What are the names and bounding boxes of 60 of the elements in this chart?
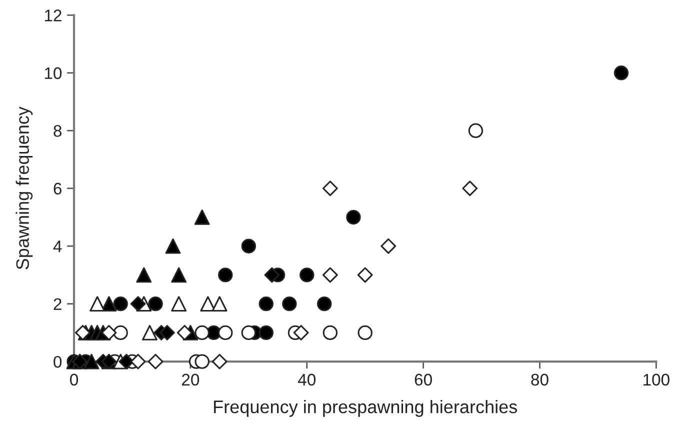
x-axis-title: Frequency in prespawning hierarchies <box>214 400 518 417</box>
y-tick-label: 6 <box>54 182 62 195</box>
x-tick-label: 60 <box>414 374 432 386</box>
point <box>165 238 181 254</box>
point <box>358 325 372 340</box>
x-tick-label: 0 <box>70 374 78 386</box>
point <box>218 325 233 340</box>
point <box>264 267 280 283</box>
point <box>380 238 396 254</box>
point <box>101 296 117 312</box>
x-tick-label: 80 <box>531 374 548 386</box>
y-tick-label: 0 <box>54 356 62 368</box>
point <box>130 354 146 370</box>
point <box>346 210 361 225</box>
point <box>194 210 210 225</box>
point <box>75 324 90 340</box>
point <box>317 296 332 312</box>
point <box>322 180 338 196</box>
y-tick-label: 4 <box>53 240 62 252</box>
point <box>171 267 187 283</box>
point <box>142 324 158 340</box>
point <box>357 267 373 283</box>
point <box>118 354 134 370</box>
point <box>113 296 128 312</box>
point <box>148 296 163 312</box>
x-tick-label: 20 <box>182 374 200 386</box>
point <box>300 268 314 282</box>
point <box>218 268 233 282</box>
point <box>241 238 256 254</box>
point <box>322 267 338 283</box>
point <box>159 324 175 340</box>
y-tick-label: 12 <box>44 10 62 22</box>
point <box>241 325 256 340</box>
y-tick-label: 2 <box>54 298 62 310</box>
point <box>90 296 106 312</box>
point <box>194 354 210 369</box>
point <box>468 123 484 138</box>
point <box>136 267 152 283</box>
point <box>176 324 192 340</box>
point <box>258 325 274 340</box>
point <box>148 354 164 370</box>
point <box>322 325 338 340</box>
point <box>614 66 629 80</box>
point <box>171 296 187 312</box>
point <box>282 296 297 312</box>
y-axis-title: Spawning frequency <box>16 106 33 270</box>
point <box>258 296 274 312</box>
y-tick-label: 10 <box>44 67 62 80</box>
point <box>101 324 117 340</box>
point <box>194 325 210 340</box>
point <box>212 296 228 312</box>
point <box>130 296 146 312</box>
point <box>212 354 228 370</box>
point <box>84 354 100 370</box>
point <box>293 324 309 340</box>
x-tick-label: 100 <box>644 374 670 386</box>
x-tick-label: 40 <box>298 374 316 386</box>
point <box>462 180 478 196</box>
point <box>200 296 216 312</box>
y-tick-label: 8 <box>54 125 62 137</box>
